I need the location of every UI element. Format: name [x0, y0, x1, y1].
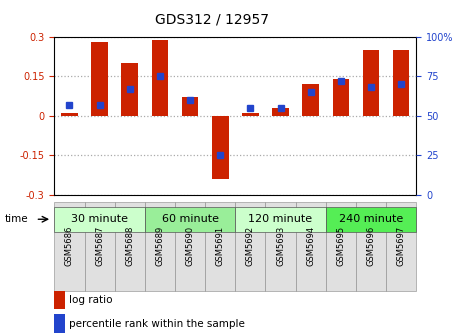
Bar: [61, 113, 78, 116]
Text: 60 minute: 60 minute: [162, 214, 219, 224]
Text: GSM5688: GSM5688: [125, 226, 134, 266]
Text: 240 minute: 240 minute: [339, 214, 403, 224]
Text: percentile rank within the sample: percentile rank within the sample: [69, 319, 245, 329]
Text: time: time: [5, 214, 28, 224]
Text: 30 minute: 30 minute: [71, 214, 128, 224]
Bar: [393, 50, 410, 116]
Text: GSM5691: GSM5691: [216, 226, 225, 266]
Bar: [152, 40, 168, 116]
Bar: [182, 97, 198, 116]
Text: GDS312 / 12957: GDS312 / 12957: [155, 13, 269, 27]
Bar: [242, 113, 259, 116]
Text: log ratio: log ratio: [69, 295, 112, 305]
Text: GSM5695: GSM5695: [336, 226, 345, 266]
Text: GSM5689: GSM5689: [156, 226, 165, 266]
Bar: [91, 42, 108, 116]
Text: GSM5687: GSM5687: [95, 226, 104, 266]
Text: GSM5696: GSM5696: [367, 226, 376, 266]
Text: GSM5694: GSM5694: [306, 226, 315, 266]
Bar: [363, 50, 379, 116]
Bar: [122, 63, 138, 116]
Bar: [333, 79, 349, 116]
Bar: [302, 84, 319, 116]
Bar: [212, 116, 228, 179]
Text: GSM5690: GSM5690: [185, 226, 194, 266]
Text: GSM5693: GSM5693: [276, 226, 285, 266]
Text: 120 minute: 120 minute: [248, 214, 313, 224]
Text: GSM5697: GSM5697: [397, 226, 406, 266]
Text: GSM5686: GSM5686: [65, 226, 74, 266]
Bar: [272, 108, 289, 116]
Text: GSM5692: GSM5692: [246, 226, 255, 266]
